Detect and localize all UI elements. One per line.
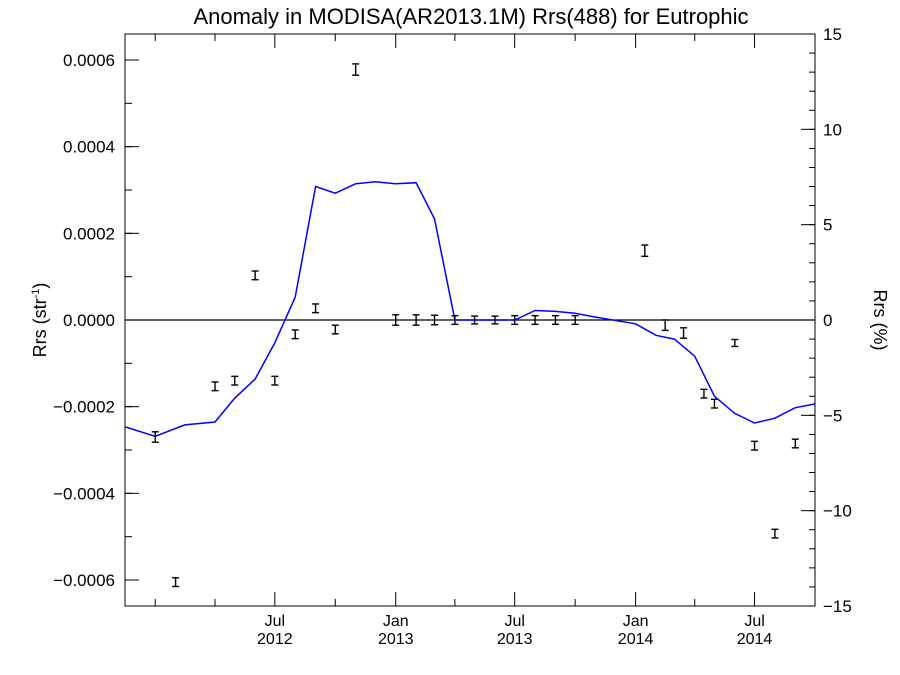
y-axis-left: 0.0006 0.0004 0.0002 0.0000 −0.0002 −0.0004 −0… (53, 51, 139, 590)
x-tick-label: Jan (623, 613, 649, 630)
y-tick-label: −0.0002 (53, 398, 115, 417)
y2-tick-label: −5 (823, 406, 842, 425)
y2-tick-label: 5 (823, 216, 832, 235)
y2-tick-label: 10 (823, 120, 842, 139)
x-tick-label: Jul (744, 613, 764, 630)
x-tick-label: Jul (265, 613, 285, 630)
x-tick-label-year: 2012 (257, 631, 293, 648)
error-bar (471, 315, 479, 325)
y-tick-label: 0.0006 (63, 51, 115, 70)
error-bar (641, 244, 649, 257)
y-tick-label: 0.0002 (63, 224, 115, 243)
error-bar (511, 314, 519, 326)
error-bar (451, 314, 459, 326)
y-tick-label: 0.0004 (63, 138, 115, 157)
error-bar (312, 303, 320, 314)
y2-axis-label: Rrs (%) (870, 290, 890, 351)
error-bar (491, 315, 499, 325)
error-bar (531, 314, 539, 326)
error-bar (352, 63, 360, 76)
error-bar (710, 398, 718, 409)
error-bar (172, 577, 180, 588)
y-axis-label: Rrs (str-1) (30, 283, 50, 358)
y2-tick-label: 0 (823, 311, 832, 330)
error-bar (291, 329, 299, 340)
error-bar (271, 375, 279, 386)
y2-tick-label: −15 (823, 597, 852, 616)
error-bar (392, 314, 400, 326)
x-tick-label: Jan (383, 613, 409, 630)
x-tick-label-year: 2014 (737, 631, 773, 648)
y2-tick-label: 15 (823, 25, 842, 44)
y2-tick-label: −10 (823, 502, 852, 521)
series-anomaly-errorbars (151, 63, 799, 588)
error-bar (731, 338, 739, 348)
error-bar (331, 324, 339, 335)
error-bar (571, 314, 579, 326)
error-bar (791, 438, 799, 449)
x-tick-label-year: 2013 (497, 631, 533, 648)
error-bar (431, 314, 439, 326)
error-bar (661, 319, 669, 332)
y-axis-right: 15 10 5 0 −5 −10 −15 (801, 25, 852, 616)
error-bar (231, 375, 239, 386)
x-tick-label: Jul (504, 613, 524, 630)
error-bar (211, 381, 219, 392)
y-tick-label: 0.0000 (63, 311, 115, 330)
error-bar (251, 270, 259, 281)
error-bar (551, 314, 559, 326)
error-bar (751, 440, 759, 451)
error-bar (151, 431, 159, 443)
series-percent-line (124, 181, 816, 438)
x-tick-label-year: 2013 (378, 631, 414, 648)
y-tick-label: −0.0004 (53, 484, 115, 503)
x-tick-label-year: 2014 (618, 631, 654, 648)
chart-title: Anomaly in MODISA(AR2013.1M) Rrs(488) fo… (193, 4, 748, 29)
error-bar (771, 528, 779, 539)
error-bar (680, 327, 688, 339)
error-bar (412, 314, 420, 326)
y-tick-label: −0.0006 (53, 571, 115, 590)
error-bar (700, 388, 708, 399)
